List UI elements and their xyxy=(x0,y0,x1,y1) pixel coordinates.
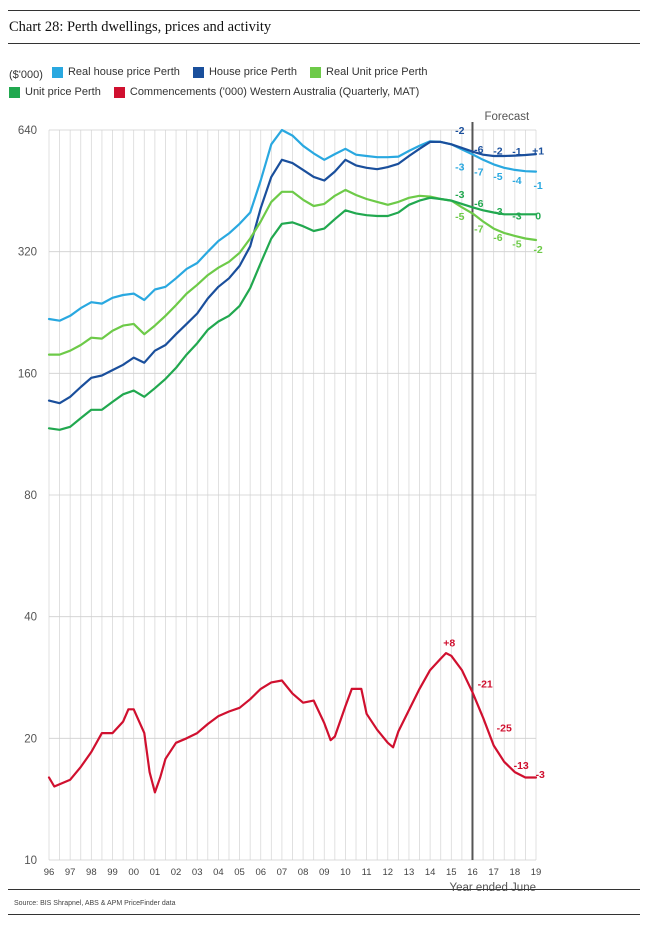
x-tick-label: 01 xyxy=(150,867,161,878)
data-label: -6 xyxy=(493,232,502,244)
x-tick-label: 06 xyxy=(255,867,266,878)
legend-swatch xyxy=(9,86,20,98)
data-label: -1 xyxy=(533,180,542,192)
data-label: -2 xyxy=(455,125,464,137)
data-label: -13 xyxy=(514,760,529,772)
y-tick-label: 40 xyxy=(24,612,37,624)
x-tick-label: 19 xyxy=(531,867,542,878)
series-line-3 xyxy=(47,196,538,431)
data-label: -21 xyxy=(478,679,493,691)
data-label: -7 xyxy=(474,224,483,236)
data-label: -1 xyxy=(512,146,521,158)
data-label: -2 xyxy=(493,145,502,157)
x-tick-label: 05 xyxy=(234,867,245,878)
legend-row-1: ($'000) Real house price Perth House pri… xyxy=(9,66,438,81)
series-line-1 xyxy=(47,140,538,405)
data-label: -4 xyxy=(512,175,521,187)
chart-title: Chart 28: Perth dwellings, prices and ac… xyxy=(9,19,272,35)
x-tick-label: 11 xyxy=(362,867,372,878)
x-tick-label: 14 xyxy=(425,867,436,878)
legend-label: Commencements ('000) Western Australia (… xyxy=(129,86,420,98)
x-tick-label: 12 xyxy=(382,867,393,878)
data-label: +8 xyxy=(443,638,455,650)
x-tick-label: 09 xyxy=(319,867,330,878)
x-tick-label: 13 xyxy=(404,867,415,878)
data-label: -6 xyxy=(474,144,483,156)
legend-swatch xyxy=(113,86,125,98)
x-tick-label: 15 xyxy=(446,867,457,878)
legend-item-commencements: Commencements ('000) Western Australia (… xyxy=(113,86,420,98)
data-label: +1 xyxy=(532,145,544,157)
x-tick-label: 16 xyxy=(467,867,478,878)
legend-swatch xyxy=(310,66,322,78)
legend-item-house: House price Perth xyxy=(192,66,297,78)
data-label: -3 xyxy=(455,161,464,173)
y-tick-label: 10 xyxy=(24,855,37,867)
data-label: -3 xyxy=(536,769,545,781)
data-label: -6 xyxy=(474,198,483,210)
series-line-4 xyxy=(47,652,538,794)
x-axis-label: Year ended June xyxy=(449,882,536,894)
x-tick-label: 08 xyxy=(298,867,309,878)
legend-unit: ($'000) xyxy=(9,68,43,81)
source-note: Source: BIS Shrapnel, ABS & APM PriceFin… xyxy=(14,900,176,907)
forecast-label: Forecast xyxy=(484,111,530,123)
footer-rule xyxy=(8,889,640,890)
title-rule xyxy=(8,43,640,44)
data-label: -3 xyxy=(493,206,502,218)
x-tick-label: 04 xyxy=(213,867,224,878)
legend-label: Real house price Perth xyxy=(67,66,180,78)
x-tick-label: 99 xyxy=(107,867,118,878)
y-tick-label: 160 xyxy=(18,368,37,380)
data-label: -25 xyxy=(497,722,512,734)
data-label: -7 xyxy=(474,167,483,179)
x-tick-label: 07 xyxy=(277,867,288,878)
x-tick-label: 97 xyxy=(65,867,76,878)
bottom-rule xyxy=(8,914,640,915)
y-tick-label: 320 xyxy=(18,247,37,259)
x-tick-label: 03 xyxy=(192,867,203,878)
legend-item-unit: Unit price Perth xyxy=(9,86,101,98)
x-tick-label: 00 xyxy=(128,867,139,878)
x-tick-label: 02 xyxy=(171,867,182,878)
x-tick-label: 10 xyxy=(340,867,351,878)
top-rule xyxy=(8,10,640,11)
legend-label: Unit price Perth xyxy=(25,86,101,98)
x-tick-label: 96 xyxy=(44,867,55,878)
legend-swatch xyxy=(192,66,204,78)
legend-label: Real Unit price Perth xyxy=(326,66,428,78)
legend-row-2: Unit price Perth Commencements ('000) We… xyxy=(9,86,429,101)
x-tick-label: 18 xyxy=(510,867,521,878)
data-label: -5 xyxy=(455,211,464,223)
y-tick-label: 640 xyxy=(18,125,37,137)
data-label: -3 xyxy=(455,189,464,201)
data-label: -3 xyxy=(512,211,521,223)
y-tick-label: 20 xyxy=(24,733,37,745)
data-label: -5 xyxy=(512,239,521,251)
x-tick-label: 17 xyxy=(488,867,499,878)
legend-item-real-house: Real house price Perth xyxy=(51,66,180,78)
legend-label: House price Perth xyxy=(208,66,297,78)
legend-swatch xyxy=(51,66,63,78)
x-tick-label: 98 xyxy=(86,867,97,878)
data-label: -5 xyxy=(493,171,502,183)
legend-item-real-unit: Real Unit price Perth xyxy=(310,66,428,78)
y-tick-label: 80 xyxy=(24,490,37,502)
data-label: 0 xyxy=(535,211,541,223)
data-label: -2 xyxy=(533,244,542,256)
